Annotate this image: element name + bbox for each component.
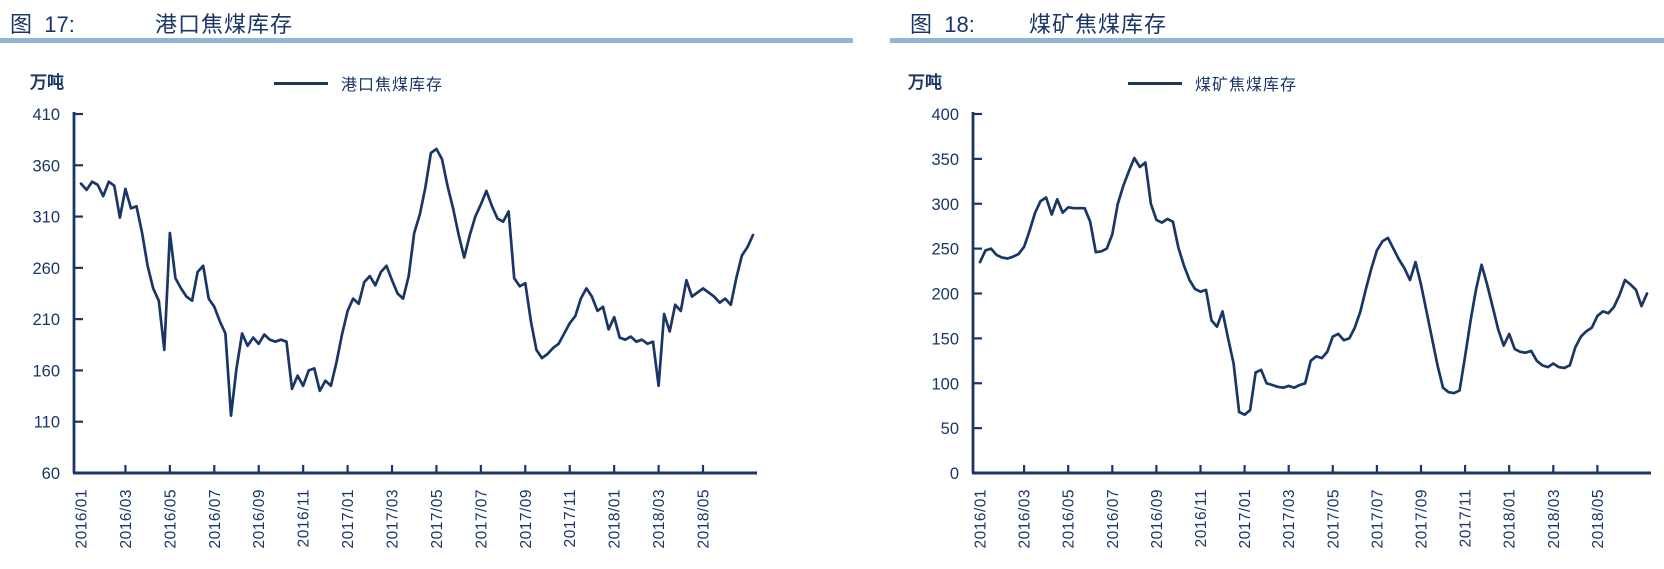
svg-text:2016/05: 2016/05 (162, 489, 179, 549)
svg-text:2018/05: 2018/05 (696, 489, 713, 549)
svg-text:210: 210 (32, 311, 60, 329)
svg-text:2017/11: 2017/11 (562, 489, 579, 547)
svg-text:2016/01: 2016/01 (74, 489, 91, 549)
legend-line-sample-icon (274, 81, 328, 85)
svg-text:400: 400 (931, 106, 959, 124)
svg-text:2016/07: 2016/07 (207, 489, 224, 549)
svg-text:2016/03: 2016/03 (118, 489, 135, 549)
figure-18-label: 图 18: (910, 12, 975, 37)
svg-text:2018/03: 2018/03 (651, 489, 668, 549)
figure-18-y-axis-unit: 万吨 (908, 73, 942, 92)
figure-17-title-rule (0, 38, 853, 43)
svg-text:2017/01: 2017/01 (340, 489, 357, 549)
svg-text:2017/01: 2017/01 (1237, 489, 1254, 549)
svg-text:2016/03: 2016/03 (1017, 489, 1034, 549)
figure-17-chart-header: 万吨 港口焦煤库存 (0, 68, 832, 94)
svg-text:360: 360 (32, 157, 60, 175)
svg-text:200: 200 (931, 286, 959, 304)
svg-text:110: 110 (34, 414, 60, 432)
svg-text:60: 60 (42, 465, 60, 483)
figure-17-chart-panel: 万吨 港口焦煤库存 60 110 160 210 260 310 360 410 2016/01… (0, 46, 832, 569)
svg-text:2016/11: 2016/11 (1193, 489, 1210, 547)
svg-text:2018/03: 2018/03 (1546, 489, 1563, 549)
svg-text:410: 410 (32, 106, 60, 124)
svg-text:50: 50 (941, 420, 959, 438)
svg-text:300: 300 (931, 196, 959, 214)
svg-text:2016/07: 2016/07 (1105, 489, 1122, 549)
svg-text:2017/09: 2017/09 (1414, 489, 1431, 549)
figure-17-legend-label: 港口焦煤库存 (341, 77, 444, 94)
svg-text:2016/01: 2016/01 (973, 489, 990, 549)
figure-17-title: 港口焦煤库存 (155, 12, 294, 37)
figure-17-label: 图 17: (10, 12, 75, 37)
svg-text:2017/09: 2017/09 (518, 489, 535, 549)
svg-text:2016/05: 2016/05 (1061, 489, 1078, 549)
svg-text:2016/09: 2016/09 (251, 489, 268, 549)
svg-text:2018/05: 2018/05 (1590, 489, 1607, 549)
svg-text:2017/03: 2017/03 (385, 489, 402, 549)
svg-text:250: 250 (931, 241, 959, 259)
svg-text:2018/01: 2018/01 (607, 489, 624, 549)
svg-text:2016/09: 2016/09 (1149, 489, 1166, 549)
svg-text:100: 100 (931, 375, 959, 393)
figure-18-title: 煤矿焦煤库存 (1029, 12, 1168, 37)
svg-text:260: 260 (32, 260, 60, 278)
figure-18-title-rule (890, 38, 1664, 43)
charts-row: 万吨 港口焦煤库存 60 110 160 210 260 310 360 410 2016/01… (0, 46, 1664, 569)
svg-text:2018/01: 2018/01 (1502, 489, 1519, 549)
figure-17-line-chart: 60 110 160 210 260 310 360 410 2016/01 2016/03 201… (32, 106, 757, 549)
svg-text:160: 160 (32, 362, 60, 380)
legend-line-sample-icon (1128, 81, 1182, 85)
figure-18-chart-panel: 万吨 煤矿焦煤库存 0 50 100 150 200 250 300 350 400 2016/0… (832, 46, 1664, 569)
figure-18-line-chart: 0 50 100 150 200 250 300 350 400 2016/01 2016/03 20… (931, 106, 1651, 549)
figure-18-legend-label: 煤矿焦煤库存 (1195, 77, 1298, 94)
figure-18-chart-header: 万吨 煤矿焦煤库存 (832, 68, 1664, 94)
svg-text:310: 310 (32, 209, 60, 227)
svg-text:0: 0 (950, 465, 959, 483)
svg-text:2017/05: 2017/05 (429, 489, 446, 549)
svg-text:2017/07: 2017/07 (473, 489, 490, 549)
svg-text:2017/11: 2017/11 (1458, 489, 1475, 547)
svg-text:2017/03: 2017/03 (1281, 489, 1298, 549)
svg-text:2016/11: 2016/11 (296, 489, 313, 547)
svg-text:150: 150 (931, 330, 959, 348)
figure-17-legend: 港口焦煤库存 (274, 71, 443, 95)
figure-17-y-axis-unit: 万吨 (30, 73, 64, 92)
svg-text:350: 350 (931, 151, 959, 169)
figure-18-legend: 煤矿焦煤库存 (1128, 71, 1297, 95)
svg-text:2017/05: 2017/05 (1325, 489, 1342, 549)
svg-text:2017/07: 2017/07 (1369, 489, 1386, 549)
